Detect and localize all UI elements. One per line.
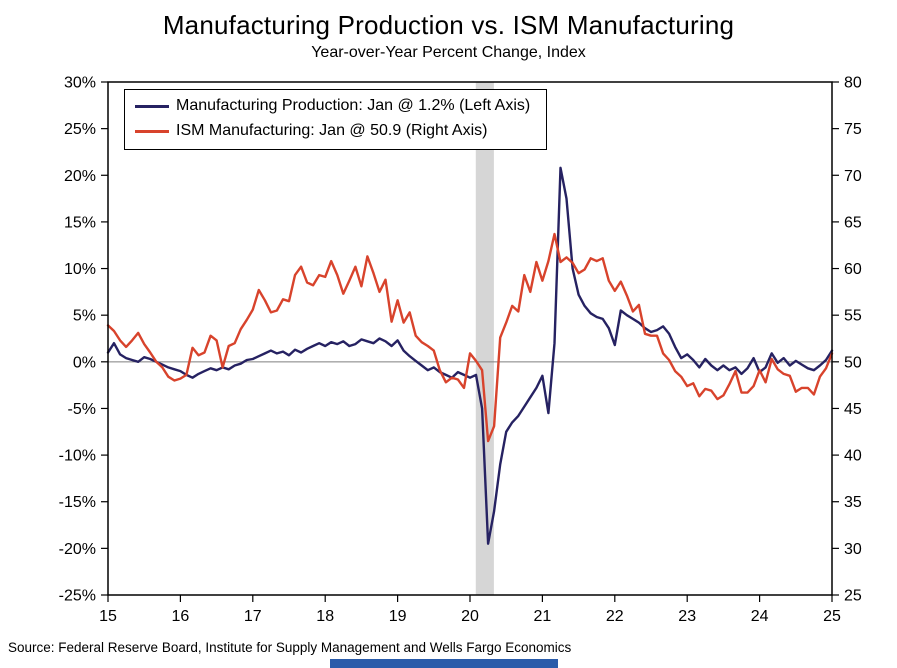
x-axis-tick-label: 20 [461, 608, 479, 625]
chart-title: Manufacturing Production vs. ISM Manufac… [162, 10, 735, 40]
line-chart: 30% 25% 20% 15% 10% 5% 0% -5% -10% -15% -20% -25% 80… [59, 75, 862, 626]
right-axis-tick-label: 75 [844, 121, 862, 138]
legend-item-production: Manufacturing Production: Jan @ 1.2% (Le… [135, 97, 530, 115]
x-axis-tick-label: 19 [389, 608, 407, 625]
x-axis-tick-label: 21 [534, 608, 552, 625]
legend-label-ism: ISM Manufacturing: Jan @ 50.9 (Right Axi… [176, 122, 488, 139]
footer-accent-bar [330, 659, 558, 668]
legend-item-ism: ISM Manufacturing: Jan @ 50.9 (Right Axi… [135, 122, 530, 140]
chart-subtitle: Year-over-Year Percent Change, Index [311, 44, 586, 61]
left-axis-tick-label: 10% [64, 261, 96, 278]
chart-legend: Manufacturing Production: Jan @ 1.2% (Le… [124, 89, 548, 150]
left-axis-tick-label: -10% [59, 448, 96, 465]
right-axis-tick-label: 30 [844, 541, 862, 558]
right-axis-tick-label: 55 [844, 308, 862, 325]
left-axis-tick-label: -5% [68, 401, 96, 418]
x-axis-tick-label: 16 [172, 608, 190, 625]
x-axis-tick-label: 18 [316, 608, 334, 625]
right-axis-tick-label: 70 [844, 168, 862, 185]
left-axis-tick-label: 0% [73, 354, 96, 371]
production-line-swatch [135, 104, 169, 108]
right-axis-tick-label: 50 [844, 354, 862, 371]
x-axis-tick-label: 25 [823, 608, 841, 625]
series-line-ism [106, 232, 834, 443]
left-axis-tick-label: 5% [73, 308, 96, 325]
ism-line-swatch [135, 129, 169, 133]
x-axis-tick-label: 24 [751, 608, 769, 625]
left-axis-tick-label: -25% [59, 588, 96, 605]
x-axis-tick-label: 22 [606, 608, 624, 625]
right-axis-tick-label: 80 [844, 75, 862, 92]
x-axis-tick-label: 23 [678, 608, 696, 625]
left-axis-tick-label: -20% [59, 541, 96, 558]
right-axis-tick-label: 40 [844, 448, 862, 465]
recession-band [475, 82, 494, 595]
left-axis-tick-label: 15% [64, 214, 96, 231]
x-axis-tick-label: 17 [244, 608, 262, 625]
right-axis-tick-label: 45 [844, 401, 862, 418]
right-axis-tick-label: 65 [844, 214, 862, 231]
series-line-production [106, 166, 834, 545]
left-axis-tick-label: 25% [64, 121, 96, 138]
source-attribution: Source: Federal Reserve Board, Institute… [8, 640, 572, 655]
left-axis-tick-label: 30% [64, 75, 96, 92]
legend-label-production: Manufacturing Production: Jan @ 1.2% (Le… [176, 97, 531, 114]
plot-border [107, 81, 833, 596]
right-axis-tick-label: 35 [844, 494, 862, 511]
x-axis-tick-label: 15 [99, 608, 117, 625]
right-axis-tick-label: 60 [844, 261, 862, 278]
left-axis-tick-label: 20% [64, 168, 96, 185]
left-axis-tick-label: -15% [59, 494, 96, 511]
right-axis-tick-label: 25 [844, 588, 862, 605]
